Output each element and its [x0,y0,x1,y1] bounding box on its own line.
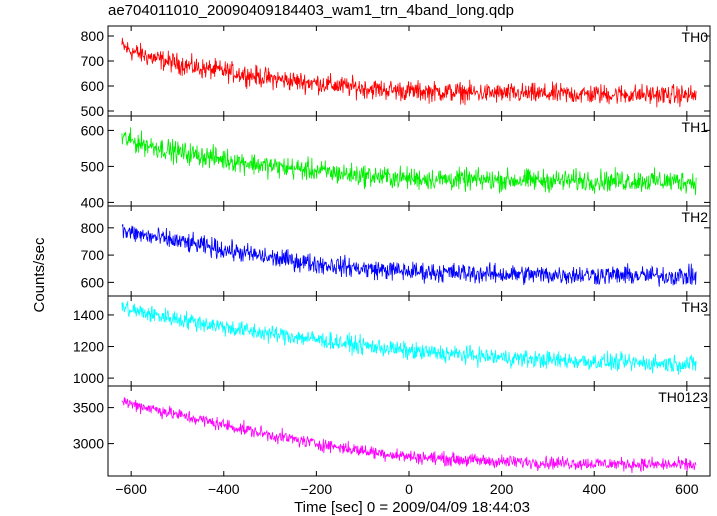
panel-label: TH1 [682,119,709,135]
series-line-th2 [121,223,697,287]
series-line-th3 [121,301,697,375]
panel-frame [107,295,711,387]
x-tick-label: −400 [208,481,240,497]
panel-th2: 600 700 800 TH2 [81,205,711,297]
y-tick-label: 600 [81,122,105,138]
x-tick-label: 0 [405,481,413,497]
panel-frame [107,115,711,207]
y-tick-label: 1200 [73,339,104,355]
y-tick-label: 800 [81,220,105,236]
y-tick-label: 3500 [73,400,104,416]
y-tick-label: 400 [81,194,105,210]
x-axis-label: Time [sec] 0 = 2009/04/09 18:44:03 [294,499,530,516]
x-tick-label: 600 [675,481,699,497]
panel-label: TH0123 [658,389,708,405]
series-line-th0 [121,37,697,108]
y-tick-label: 1000 [73,370,104,386]
y-tick-label: 700 [81,53,105,69]
panel-th1: 400 500 600 TH1 [81,115,711,210]
y-tick-label: 1400 [73,307,104,323]
panel-frame [107,25,711,117]
chart-title: ae704011010_20090409184403_wam1_trn_4ban… [108,2,514,19]
x-axis: −600 −400 −200 0 200 400 600 [115,481,698,497]
y-tick-label: 500 [81,158,105,174]
panel-label: TH2 [682,209,709,225]
y-tick-label: 700 [81,247,105,263]
series-line-th1 [121,127,697,196]
panel-th3: 1000 1200 1400 TH3 [73,295,711,387]
series-line-th0123 [121,397,697,474]
y-tick-label: 3000 [73,436,104,452]
y-tick-label: 800 [81,28,105,44]
panel-frame [107,205,711,297]
y-tick-label: 600 [81,78,105,94]
y-tick-label: 600 [81,274,105,290]
x-tick-label: −200 [301,481,333,497]
panels-group: 500 600 700 800 TH0 400 500 600 TH1 600 700 800 TH2 1… [73,25,711,477]
panel-th0123: 3000 3500 TH0123 [73,385,711,477]
y-axis-label: Counts/sec [31,237,48,313]
panel-label: TH0 [682,29,709,45]
y-tick-label: 500 [81,103,105,119]
x-tick-label: 200 [490,481,514,497]
x-tick-label: 400 [583,481,607,497]
panel-th0: 500 600 700 800 TH0 [81,25,711,119]
panel-label: TH3 [682,299,709,315]
x-tick-label: −600 [115,481,147,497]
